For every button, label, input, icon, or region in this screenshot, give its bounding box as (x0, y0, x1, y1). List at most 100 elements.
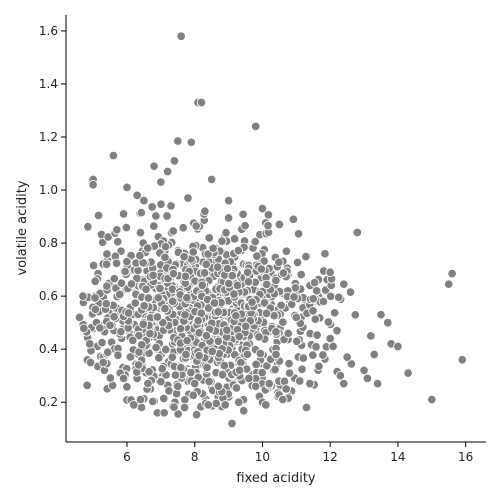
y-tick-label: 1.2 (39, 130, 58, 144)
scatter-point (152, 312, 163, 322)
scatter-point (90, 276, 100, 287)
scatter-point (112, 225, 122, 235)
scatter-point (233, 397, 244, 407)
scatter-point (366, 331, 376, 341)
scatter-point (141, 284, 151, 294)
scatter-point (160, 344, 171, 355)
scatter-point (148, 270, 158, 281)
scatter-point (122, 382, 132, 392)
scatter-point (294, 376, 305, 386)
scatter-point (160, 241, 171, 252)
scatter-point (274, 257, 284, 267)
scatter-point (116, 278, 127, 288)
scatter-point (93, 210, 104, 221)
scatter-point (85, 357, 96, 368)
scatter-point (263, 220, 273, 231)
scatter-point (196, 97, 207, 108)
scatter-point (325, 291, 336, 302)
scatter-point (156, 177, 166, 187)
scatter-point (261, 308, 272, 319)
scatter-point (153, 293, 164, 303)
scatter-point (271, 349, 281, 360)
scatter-point (122, 256, 132, 267)
scatter-point (376, 309, 386, 320)
x-tick-label: 16 (458, 450, 473, 464)
scatter-point (149, 221, 159, 231)
y-tick-label: 1.0 (39, 183, 58, 197)
scatter-point (243, 277, 254, 287)
scatter-point (167, 296, 178, 307)
scatter-point (143, 243, 153, 253)
scatter-point (176, 31, 186, 41)
scatter-point (308, 306, 318, 316)
scatter-point (159, 408, 169, 418)
scatter-point (383, 317, 393, 328)
scatter-point (320, 248, 330, 259)
scatter-point (206, 174, 217, 185)
scatter-point (116, 326, 126, 337)
y-tick-label: 0.6 (39, 289, 58, 303)
scatter-point (173, 136, 183, 146)
scatter-point (251, 359, 261, 370)
scatter-point (244, 373, 254, 384)
scatter-point (292, 257, 303, 268)
scatter-point (194, 351, 204, 361)
scatter-point (98, 357, 109, 368)
scatter-point (231, 311, 241, 321)
scatter-point (284, 358, 294, 369)
scatter-point (160, 252, 170, 263)
scatter-point (111, 258, 122, 269)
scatter-point (263, 210, 274, 220)
scatter-point (369, 349, 379, 360)
scatter-point (154, 353, 164, 363)
scatter-point (229, 289, 239, 299)
scatter-point (144, 367, 154, 377)
scatter-point (102, 347, 113, 357)
scatter-point (339, 279, 349, 289)
scatter-point (101, 259, 112, 270)
scatter-point (201, 330, 212, 341)
scatter-point (291, 312, 302, 323)
scatter-point (231, 383, 242, 393)
scatter-point (301, 402, 312, 413)
scatter-point (136, 207, 147, 218)
scatter-point (133, 360, 144, 370)
scatter-point (333, 292, 344, 303)
scatter-point (297, 364, 307, 375)
scatter-point (234, 331, 244, 342)
scatter-point (126, 279, 137, 289)
scatter-point (122, 182, 132, 193)
scatter-point (128, 335, 138, 346)
scatter-point (132, 190, 142, 201)
y-tick-label: 1.4 (39, 77, 58, 91)
scatter-point (182, 292, 192, 303)
scatter-point (257, 367, 267, 378)
scatter-point (372, 378, 383, 389)
scatter-point (427, 394, 437, 405)
scatter-point (238, 209, 248, 220)
scatter-point (221, 227, 231, 238)
scatter-point (305, 378, 315, 389)
scatter-point (191, 221, 201, 231)
y-tick-label: 0.4 (39, 342, 58, 356)
scatter-point (223, 213, 234, 223)
scatter-point (168, 226, 178, 236)
scatter-point (270, 364, 280, 375)
scatter-point (88, 179, 98, 190)
scatter-point (147, 396, 158, 407)
scatter-point (281, 384, 291, 394)
scatter-point (139, 300, 149, 311)
scatter-point (222, 325, 232, 335)
scatter-point (189, 378, 200, 389)
scatter-point (233, 245, 244, 256)
scatter-point (121, 222, 132, 233)
scatter-point (311, 286, 322, 296)
scatter-point (447, 268, 457, 279)
scatter-point (143, 378, 153, 389)
scatter-point (311, 342, 321, 352)
scatter-point (238, 405, 249, 416)
scatter-point (97, 337, 107, 348)
scatter-point (159, 393, 169, 404)
scatter-point (186, 367, 196, 378)
